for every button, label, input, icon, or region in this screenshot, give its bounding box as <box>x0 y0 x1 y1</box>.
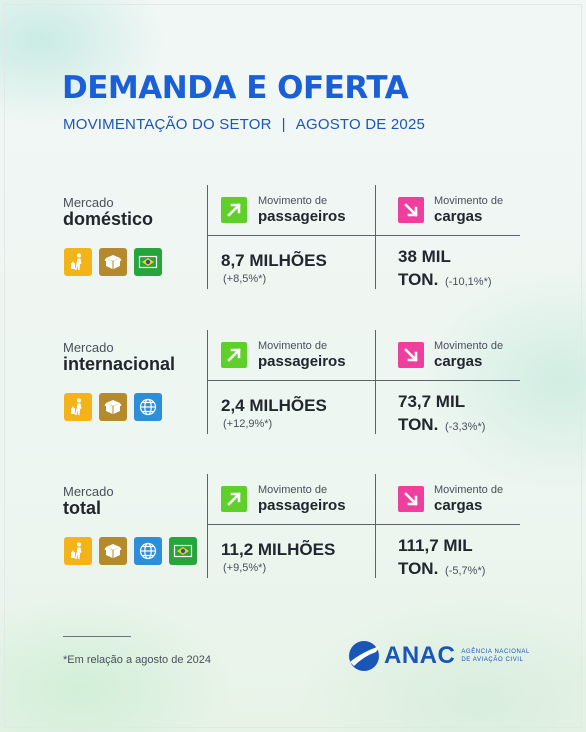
passengers-change: (+9,5%*) <box>223 562 267 574</box>
cargo-value: 111,7 MIL <box>398 536 473 555</box>
cargo-box-icon <box>99 248 127 276</box>
cargo-box-icon <box>99 393 127 421</box>
anac-logo-mark-icon <box>349 641 380 671</box>
cargo-value: 73,7 MIL <box>398 392 466 411</box>
divider-vertical <box>375 330 376 434</box>
market-section: Mercado total Movimento de passageiros 1… <box>0 474 586 584</box>
passengers-value: 11,2 MILHÕES <box>221 540 336 559</box>
subtitle-sector: MOVIMENTAÇÃO DO SETOR <box>63 116 272 133</box>
passenger-icon <box>64 537 92 565</box>
passengers-label-small: Movimento de <box>258 195 328 207</box>
page-title: DEMANDA E OFERTA <box>62 70 409 106</box>
market-label-small: Mercado <box>63 484 114 499</box>
market-icons <box>64 393 162 421</box>
divider-vertical <box>375 185 376 289</box>
passenger-icon <box>64 248 92 276</box>
cargo-change: (-3,3%*) <box>445 421 486 433</box>
market-label-big: internacional <box>63 354 176 374</box>
page-subtitle: MOVIMENTAÇÃO DO SETOR | AGOSTO DE 2025 <box>63 116 425 133</box>
brazil-flag-icon <box>134 248 162 276</box>
cargo-value-unit: TON. (-5,7%*) <box>398 559 485 579</box>
market-icons <box>64 537 197 565</box>
market-label-small: Mercado <box>63 340 114 355</box>
cargo-value-unit: TON. (-10,1%*) <box>398 270 492 290</box>
footnote-divider <box>63 636 131 637</box>
passenger-icon <box>64 393 92 421</box>
passengers-label-big: passageiros <box>258 497 346 514</box>
passengers-label-big: passageiros <box>258 353 346 370</box>
market-label-small: Mercado <box>63 195 114 210</box>
cargo-change: (-10,1%*) <box>445 276 492 288</box>
market-label-big: total <box>63 498 101 518</box>
cargo-value-unit: TON. (-3,3%*) <box>398 415 485 435</box>
cargo-label-big: cargas <box>434 208 483 225</box>
card-frame <box>4 4 582 728</box>
divider-horizontal <box>207 235 520 236</box>
globe-icon <box>134 393 162 421</box>
anac-subtitle-line-1: AGÊNCIA NACIONAL <box>461 649 530 655</box>
arrow-down-right-icon <box>398 197 424 223</box>
anac-logo-subtitle: AGÊNCIA NACIONAL DE AVIAÇÃO CIVIL <box>461 648 530 664</box>
cargo-label-small: Movimento de <box>434 484 504 496</box>
divider-vertical <box>207 474 208 578</box>
divider-vertical <box>207 330 208 434</box>
cargo-box-icon <box>99 537 127 565</box>
cargo-change: (-5,7%*) <box>445 565 486 577</box>
anac-logo-text: ANAC <box>384 642 456 669</box>
passengers-label-small: Movimento de <box>258 484 328 496</box>
market-label-big: doméstico <box>63 209 154 229</box>
arrow-down-right-icon <box>398 342 424 368</box>
arrow-up-right-icon <box>221 197 247 223</box>
divider-horizontal <box>207 380 520 381</box>
passengers-change: (+12,9%*) <box>223 418 273 430</box>
brazil-flag-icon <box>169 537 197 565</box>
cargo-unit: TON. <box>398 559 439 578</box>
passengers-value: 2,4 MILHÕES <box>221 396 327 415</box>
footnote: *Em relação a agosto de 2024 <box>63 654 211 666</box>
passengers-label-big: passageiros <box>258 208 346 225</box>
passengers-label-small: Movimento de <box>258 340 328 352</box>
cargo-label-big: cargas <box>434 497 483 514</box>
cargo-label-big: cargas <box>434 353 483 370</box>
passengers-value: 8,7 MILHÕES <box>221 251 327 270</box>
arrow-down-right-icon <box>398 486 424 512</box>
divider-vertical <box>375 474 376 578</box>
market-icons <box>64 248 162 276</box>
arrow-up-right-icon <box>221 486 247 512</box>
anac-subtitle-line-2: DE AVIAÇÃO CIVIL <box>461 657 524 663</box>
passengers-change: (+8,5%*) <box>223 273 267 285</box>
anac-logo: ANAC AGÊNCIA NACIONAL DE AVIAÇÃO CIVIL <box>346 638 530 674</box>
subtitle-separator: | <box>281 116 286 133</box>
cargo-label-small: Movimento de <box>434 195 504 207</box>
cargo-label-small: Movimento de <box>434 340 504 352</box>
subtitle-period: AGOSTO DE 2025 <box>295 116 426 133</box>
market-section: Mercado internacional Movimento de passa… <box>0 330 586 440</box>
cargo-unit: TON. <box>398 270 439 289</box>
cargo-unit: TON. <box>398 415 439 434</box>
arrow-up-right-icon <box>221 342 247 368</box>
globe-icon <box>134 537 162 565</box>
market-section: Mercado doméstico Movimento de passageir… <box>0 185 586 295</box>
cargo-value: 38 MIL <box>398 247 451 266</box>
divider-horizontal <box>207 524 520 525</box>
divider-vertical <box>207 185 208 289</box>
